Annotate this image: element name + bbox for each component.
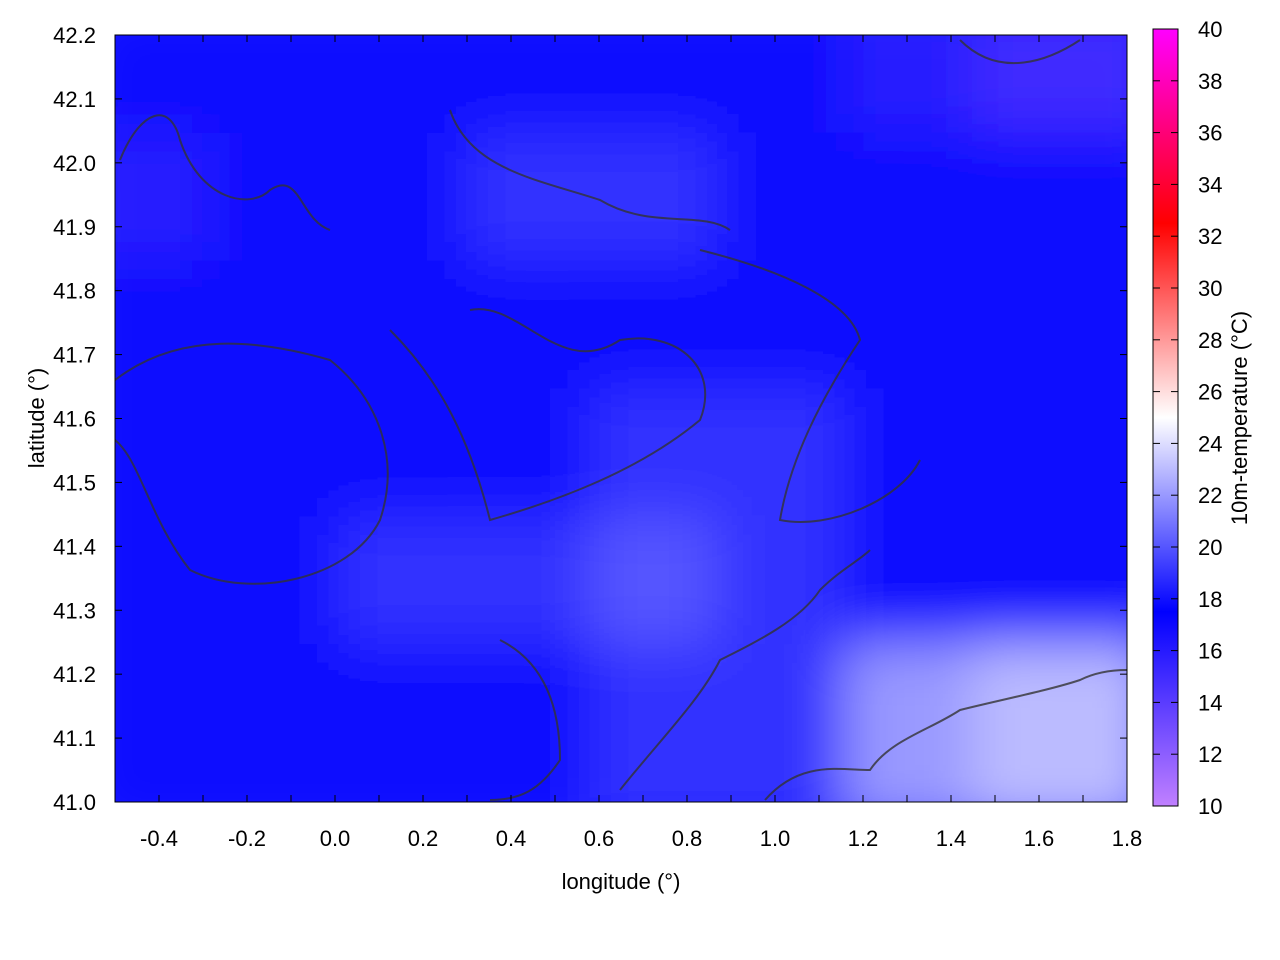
y-tick-label: 41.1 — [53, 726, 96, 751]
x-tick-label: 1.6 — [1024, 826, 1055, 851]
heatmap-cell — [972, 644, 1127, 802]
colorbar-tick-label: 34 — [1198, 172, 1222, 197]
x-tick-label: 0.2 — [408, 826, 439, 851]
x-tick-label: 1.8 — [1112, 826, 1143, 851]
y-tick-label: 42.0 — [53, 151, 96, 176]
colorbar-tick-label: 40 — [1198, 17, 1222, 42]
x-tick-label: 0.4 — [496, 826, 527, 851]
y-tick-label: 41.6 — [53, 407, 96, 432]
y-tick-label: 41.7 — [53, 343, 96, 368]
colorbar-tick-label: 10 — [1198, 794, 1222, 819]
y-tick-label: 41.4 — [53, 534, 96, 559]
colorbar-tick-label: 38 — [1198, 69, 1222, 94]
y-axis: 41.0 41.1 41.2 41.3 41.4 41.5 41.6 41.7 41.8 41.9… — [53, 23, 1127, 815]
y-tick-label: 41.9 — [53, 215, 96, 240]
colorbar-tick-label: 32 — [1198, 224, 1222, 249]
x-tick-label: 1.0 — [760, 826, 791, 851]
x-tick-label: 1.4 — [936, 826, 967, 851]
colorbar-label: 10m-temperature (°C) — [1227, 311, 1252, 525]
plot-area — [115, 35, 1127, 802]
x-tick-label: -0.4 — [140, 826, 178, 851]
y-tick-label: 42.2 — [53, 23, 96, 48]
colorbar-tick-label: 12 — [1198, 742, 1222, 767]
colorbar-tick-label: 22 — [1198, 483, 1222, 508]
x-tick-label: 0.0 — [320, 826, 351, 851]
y-tick-label: 42.1 — [53, 87, 96, 112]
x-tick-label: 0.8 — [672, 826, 703, 851]
colorbar-tick-label: 18 — [1198, 587, 1222, 612]
x-tick-label: 1.2 — [848, 826, 879, 851]
colorbar-tick-label: 28 — [1198, 328, 1222, 353]
y-axis-label: latitude (°) — [24, 368, 49, 469]
y-tick-label: 41.8 — [53, 279, 96, 304]
x-axis: -0.4 -0.2 0.0 0.2 0.4 0.6 0.8 1.0 1.2 1.4 1.6 1.8 — [114, 35, 1143, 851]
x-tick-label: -0.2 — [228, 826, 266, 851]
x-axis-label: longitude (°) — [562, 869, 681, 894]
colorbar: 10 12 14 16 18 20 22 24 26 28 30 32 34 36 38 40 — [1152, 17, 1222, 819]
y-tick-label: 41.5 — [53, 470, 96, 495]
colorbar-tick-label: 30 — [1198, 276, 1222, 301]
y-tick-label: 41.0 — [53, 790, 96, 815]
y-tick-label: 41.2 — [53, 662, 96, 687]
colorbar-tick-label: 26 — [1198, 380, 1222, 405]
colorbar-tick-label: 16 — [1198, 639, 1222, 664]
colorbar-tick-label: 36 — [1198, 121, 1222, 146]
colorbar-tick-label: 20 — [1198, 535, 1222, 560]
colorbar-gradient — [1152, 28, 1179, 807]
y-tick-label: 41.3 — [53, 598, 96, 623]
colorbar-tick-label: 24 — [1198, 431, 1222, 456]
x-tick-label: 0.6 — [584, 826, 615, 851]
colorbar-tick-label: 14 — [1198, 690, 1222, 715]
contour-lines — [115, 39, 1127, 801]
